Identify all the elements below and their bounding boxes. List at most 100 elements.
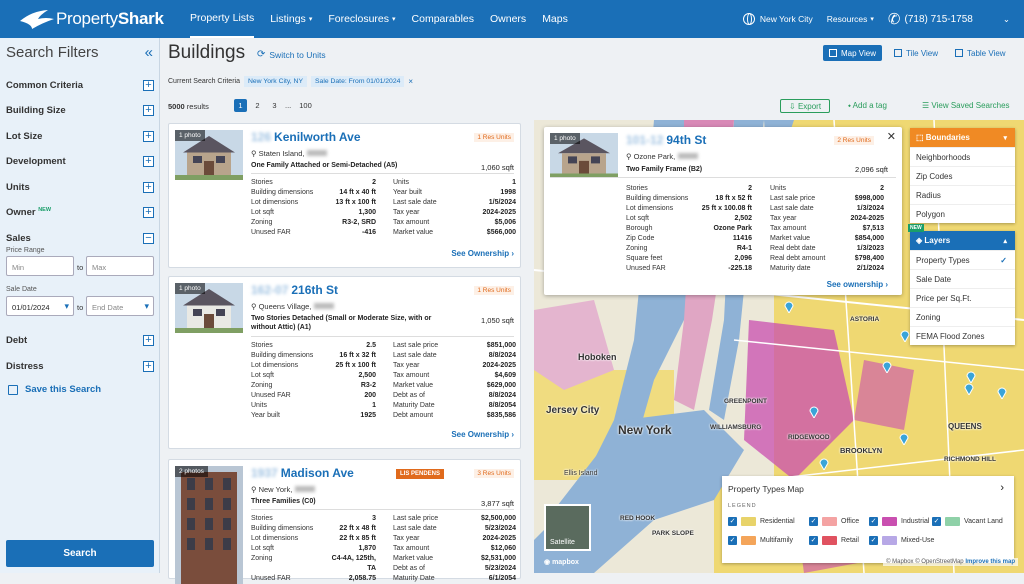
phone-link[interactable]: ✆ (718) 715-1758 [888,10,973,28]
map-label-greenpoint: GREENPOINT [724,398,767,405]
map-pin-icon[interactable] [966,370,976,383]
save-search-button[interactable]: Save this Search [8,384,101,395]
plus-icon[interactable]: + [143,335,154,346]
filter-section-lot-size[interactable]: Lot Size + [6,131,154,142]
plus-icon[interactable]: + [143,207,154,219]
map-pin-icon[interactable] [900,329,910,342]
property-address-link[interactable]: 1937 Madison Ave [251,466,354,480]
see-ownership-link[interactable]: See ownership › [827,280,888,289]
legend-item-mixed-use[interactable]: ✓ Mixed-Use [869,536,934,545]
nav-item-comparables[interactable]: Comparables [412,0,474,38]
property-card[interactable]: 1 photo 126 Kenilworth Ave 1 Res Units ⚲ Sta… [168,123,521,268]
filter-section-distress[interactable]: Distress + [6,361,154,372]
map-pin-icon[interactable] [819,457,829,470]
plus-icon[interactable]: + [143,182,154,193]
property-address-link[interactable]: 126 Kenilworth Ave [251,130,361,144]
legend-item-multifamily[interactable]: ✓ Multifamily [728,536,793,545]
legend-item-vacant-land[interactable]: ✓ Vacant Land [932,517,1003,526]
property-thumbnail[interactable]: 2 photos [175,466,243,584]
improve-map-link[interactable]: Improve this map [965,559,1015,565]
nav-item-owners[interactable]: Owners [490,0,526,38]
nav-item-maps[interactable]: Maps [542,0,568,38]
satellite-toggle[interactable]: Satellite [544,504,591,551]
map-pin-icon[interactable] [784,300,794,313]
propertyshark-logo[interactable]: PropertyShark [18,7,178,31]
nav-item-listings[interactable]: Listings ▾ [270,0,312,38]
plus-icon[interactable]: + [143,80,154,91]
layer-option-property-types[interactable]: Property Types ✓ [910,250,1015,269]
boundary-option-neighborhoods[interactable]: Neighborhoods [910,147,1015,166]
property-address-link[interactable]: 101-12 94th St [626,133,706,147]
criteria-chip-sale-date[interactable]: Sale Date: From 01/01/2024 [311,76,405,87]
boundaries-header[interactable]: ⬚ Boundaries ▾ [910,128,1015,147]
property-thumbnail[interactable]: 1 photo [175,130,243,180]
map-pin-icon[interactable] [964,382,974,395]
tile-view-button[interactable]: Tile View [888,45,944,61]
export-button[interactable]: ⇩ Export [780,99,831,113]
filter-section-sales[interactable]: Sales − [6,233,154,244]
see-ownership-link[interactable]: See Ownership › [451,249,514,258]
nav-expand-chevron[interactable]: ⌄ [1003,14,1010,25]
property-address-link[interactable]: 162-07 216th St [251,283,338,297]
nav-item-property-lists[interactable]: Property Lists [190,0,255,38]
map-pin-icon[interactable] [882,360,892,373]
layer-option-zoning[interactable]: Zoning [910,307,1015,326]
plus-icon[interactable]: + [143,105,154,116]
page-link-100[interactable]: 100 [299,101,312,110]
legend-item-residential[interactable]: ✓ Residential [728,517,795,526]
layers-header[interactable]: ◈ Layers ▴ [910,231,1015,250]
property-thumbnail[interactable]: 1 photo [550,133,618,178]
boundary-option-polygon[interactable]: Polygon [910,204,1015,223]
boundary-option-radius[interactable]: Radius [910,185,1015,204]
price-max-input[interactable]: Max [86,256,154,276]
sale-date-start-select[interactable]: 01/01/2024 [6,296,74,316]
close-icon[interactable]: × [408,77,414,86]
search-button[interactable]: Search [6,540,154,567]
filter-section-units[interactable]: Units + [6,182,154,193]
map-view-button[interactable]: Map View [823,45,882,61]
filter-section-owner[interactable]: Owner NEW + [6,207,154,218]
double-chevron-left-icon[interactable]: « [144,44,153,61]
map-pin-icon[interactable] [899,432,909,445]
filter-section-building-size[interactable]: Building Size + [6,105,154,116]
page-link-1[interactable]: 1 [234,99,247,112]
legend-item-retail[interactable]: ✓ Retail [809,536,859,545]
chevron-right-icon[interactable]: › [1000,482,1004,494]
table-view-button[interactable]: Table View [949,45,1012,61]
layer-option-price-per-sq-ft-[interactable]: Price per Sq.Ft. [910,288,1015,307]
minus-icon[interactable]: − [143,233,154,244]
price-min-input[interactable]: Min [6,256,74,276]
layer-option-fema-flood-zones[interactable]: FEMA Flood Zones [910,326,1015,345]
property-map[interactable]: Hoboken Jersey City New York QUEENS BROO… [534,120,1024,573]
resources-menu[interactable]: Resources ▾ [827,14,874,24]
page-link-3[interactable]: 3 [272,101,277,110]
filter-section-development[interactable]: Development + [6,156,154,167]
filter-section-common-criteria[interactable]: Common Criteria + [6,80,154,91]
view-saved-searches-link[interactable]: ☰ View Saved Searches [922,101,1010,110]
filter-section-debt[interactable]: Debt + [6,335,154,346]
nav-item-label: Foreclosures [328,13,390,25]
map-pin-icon[interactable] [997,386,1007,399]
add-tag-link[interactable]: ⬩ Add a tag [848,101,887,111]
location-selector[interactable]: New York City [742,13,813,25]
sale-date-end-select[interactable]: End Date [86,296,154,316]
map-pin-icon[interactable] [809,405,819,418]
boundary-option-zip-codes[interactable]: Zip Codes [910,166,1015,185]
property-card[interactable]: 1 photo 162-07 216th St 1 Res Units ⚲ Queens… [168,276,521,449]
see-ownership-link[interactable]: See Ownership › [451,430,514,439]
close-icon[interactable]: ✕ [886,131,896,143]
switch-to-units-link[interactable]: ⟳ Switch to Units [257,49,326,60]
filter-section-label: Distress [6,361,44,372]
property-thumbnail[interactable]: 1 photo [175,283,243,333]
plus-icon[interactable]: + [143,361,154,372]
nav-item-foreclosures[interactable]: Foreclosures ▾ [328,0,395,38]
criteria-chip-location[interactable]: New York City, NY [243,76,307,87]
layer-option-sale-date[interactable]: Sale Date [910,269,1015,288]
legend-item-industrial[interactable]: ✓ Industrial [869,517,929,526]
legend-item-office[interactable]: ✓ Office [809,517,859,526]
plus-icon[interactable]: + [143,131,154,142]
plus-icon[interactable]: + [143,156,154,167]
page-link-2[interactable]: 2 [255,101,260,110]
property-card[interactable]: 2 photos 1937 Madison Ave 3 Res Units LIS PE… [168,459,521,584]
detail-key: Last sale price [770,195,816,202]
